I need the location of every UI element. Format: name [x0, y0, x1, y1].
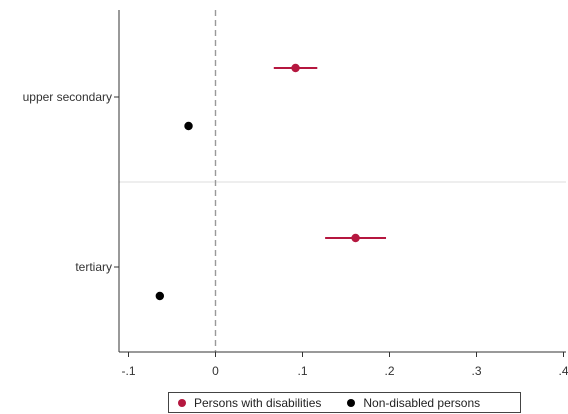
- point-non-disabled-persons-tertiary: [155, 291, 165, 301]
- point-persons-with-disabilities-upper-secondary: [291, 63, 300, 73]
- plot-marks: [155, 63, 387, 301]
- plot-axes: [118, 10, 566, 353]
- point-non-disabled-persons-upper-secondary: [184, 121, 193, 131]
- legend-label-persons-with-disabilities: Persons with disabilities: [194, 395, 322, 410]
- legend-item-persons-with-disabilities: Persons with disabilities: [178, 396, 321, 410]
- x-tick-label: 0: [212, 364, 219, 378]
- x-tick-label: .1: [297, 364, 307, 378]
- legend-item-non-disabled-persons: Non-disabled persons: [347, 396, 480, 410]
- legend-marker-persons-with-disabilities: [178, 398, 186, 407]
- legend-label-non-disabled-persons: Non-disabled persons: [363, 395, 481, 410]
- x-tick-label: .4: [558, 364, 568, 378]
- legend: Persons with disabilities Non-disabled p…: [168, 392, 521, 413]
- y-tick-label: tertiary: [75, 260, 112, 274]
- x-tick-label: .2: [384, 364, 394, 378]
- legend-marker-non-disabled-persons: [347, 398, 356, 407]
- y-tick-label: upper secondary: [23, 90, 112, 104]
- point-persons-with-disabilities-tertiary: [351, 233, 360, 243]
- x-tick-label: -.1: [121, 364, 135, 378]
- axis-ticks: -.1 0 .1 .2 .3 .4 upper secondary tertiary: [23, 90, 568, 378]
- x-tick-label: .3: [471, 364, 481, 378]
